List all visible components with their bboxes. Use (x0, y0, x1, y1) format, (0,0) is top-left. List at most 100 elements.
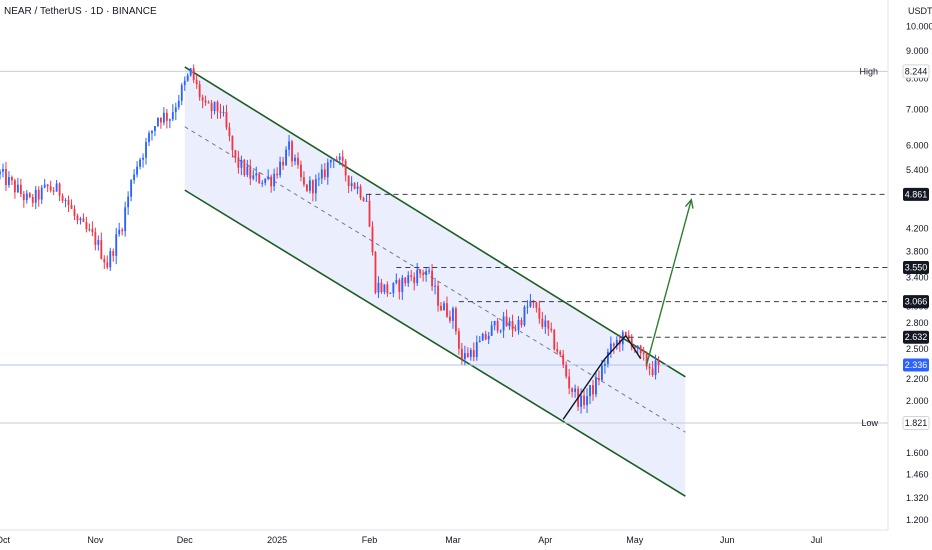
candle[interactable] (454, 306, 457, 335)
candle[interactable] (502, 311, 505, 338)
candle[interactable] (562, 349, 565, 369)
candle[interactable] (88, 223, 91, 232)
candle[interactable] (43, 178, 46, 189)
candle[interactable] (192, 64, 195, 84)
candle[interactable] (234, 149, 237, 163)
candle[interactable] (40, 184, 43, 204)
candle[interactable] (73, 205, 76, 221)
candle[interactable] (276, 167, 279, 179)
candle[interactable] (308, 176, 311, 194)
candle[interactable] (317, 172, 320, 187)
candle[interactable] (523, 305, 526, 327)
candle[interactable] (413, 272, 416, 291)
candle[interactable] (100, 232, 103, 260)
candle[interactable] (431, 263, 434, 291)
candle[interactable] (443, 300, 445, 311)
candle[interactable] (586, 388, 588, 414)
candle[interactable] (657, 356, 660, 373)
candle[interactable] (300, 160, 302, 182)
candle[interactable] (437, 280, 439, 312)
candle[interactable] (556, 341, 559, 355)
candle[interactable] (186, 73, 189, 82)
candle[interactable] (320, 164, 323, 184)
candle[interactable] (294, 154, 296, 166)
candle[interactable] (651, 361, 654, 377)
candle[interactable] (475, 335, 478, 361)
candle[interactable] (544, 315, 547, 334)
candle[interactable] (115, 227, 118, 265)
candle[interactable] (159, 116, 162, 129)
candle[interactable] (19, 178, 22, 198)
candle[interactable] (148, 130, 150, 147)
candle[interactable] (642, 346, 645, 361)
candle[interactable] (91, 221, 94, 237)
candle[interactable] (398, 278, 401, 300)
candle[interactable] (383, 284, 386, 295)
candle[interactable] (341, 150, 344, 168)
candle[interactable] (210, 100, 213, 119)
target-level-tag[interactable]: 4.861 (903, 187, 929, 201)
candle[interactable] (46, 183, 49, 193)
candle[interactable] (583, 390, 585, 409)
candle[interactable] (243, 158, 246, 177)
candle[interactable] (416, 263, 419, 287)
candle[interactable] (94, 227, 97, 251)
candle[interactable] (344, 158, 347, 182)
candle[interactable] (279, 156, 282, 178)
candle[interactable] (490, 321, 493, 336)
time-axis[interactable]: Oct Nov Dec 2025 Feb Mar Apr May Jun Jul (0, 535, 822, 545)
candle[interactable] (338, 153, 341, 166)
price-tag-low[interactable]: Low 1.821 (861, 415, 930, 430)
candle[interactable] (574, 384, 577, 398)
candle[interactable] (157, 117, 159, 128)
candle[interactable] (222, 105, 225, 117)
candle[interactable] (362, 196, 365, 202)
candle[interactable] (648, 363, 651, 376)
candle[interactable] (201, 94, 204, 109)
candle[interactable] (499, 329, 502, 334)
candle[interactable] (353, 181, 356, 190)
candle[interactable] (440, 301, 442, 312)
candle[interactable] (64, 198, 67, 208)
candle[interactable] (121, 227, 124, 236)
candle[interactable] (103, 255, 106, 270)
candle[interactable] (0, 169, 1, 180)
candle[interactable] (335, 155, 338, 161)
candle[interactable] (61, 193, 64, 203)
candle[interactable] (55, 179, 58, 192)
candle[interactable] (270, 174, 273, 193)
candle[interactable] (225, 104, 228, 130)
candle[interactable] (356, 181, 359, 195)
candle[interactable] (291, 139, 293, 167)
candle[interactable] (368, 193, 371, 228)
candle[interactable] (118, 222, 121, 237)
candle[interactable] (359, 184, 362, 201)
candle[interactable] (449, 310, 451, 324)
candle[interactable] (145, 137, 147, 165)
target-level-tag[interactable]: 3.550 (903, 261, 929, 275)
candle[interactable] (377, 276, 380, 299)
candle[interactable] (553, 328, 556, 351)
candle[interactable] (168, 118, 171, 129)
candle[interactable] (267, 169, 270, 181)
candle[interactable] (526, 300, 529, 314)
candle[interactable] (258, 172, 261, 184)
candle[interactable] (112, 248, 115, 262)
candle[interactable] (136, 161, 138, 178)
candle[interactable] (568, 369, 571, 395)
candle[interactable] (273, 168, 276, 191)
candle[interactable] (592, 379, 594, 401)
candle[interactable] (472, 342, 475, 362)
candle[interactable] (142, 153, 144, 168)
candle[interactable] (288, 134, 290, 157)
candle[interactable] (154, 125, 156, 137)
candle[interactable] (589, 385, 591, 405)
candle[interactable] (49, 180, 52, 193)
candle[interactable] (16, 177, 19, 194)
candle[interactable] (654, 354, 657, 380)
candle[interactable] (636, 345, 639, 355)
candle[interactable] (183, 76, 186, 91)
target-level-tag[interactable]: 2.632 (903, 330, 929, 344)
candle[interactable] (109, 247, 112, 271)
